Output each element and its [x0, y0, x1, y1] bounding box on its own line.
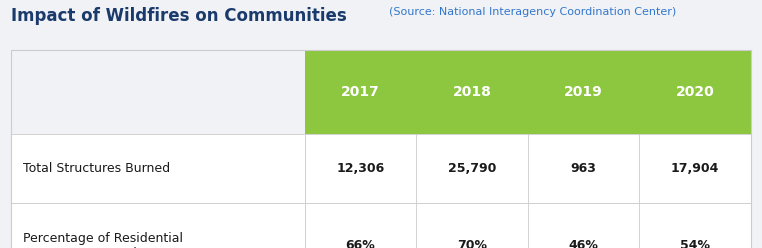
FancyBboxPatch shape [11, 203, 305, 248]
Text: 66%: 66% [346, 239, 376, 248]
Text: 46%: 46% [568, 239, 598, 248]
Text: 25,790: 25,790 [448, 162, 496, 175]
Text: 2020: 2020 [675, 85, 714, 99]
Text: 70%: 70% [457, 239, 487, 248]
Text: 17,904: 17,904 [671, 162, 719, 175]
Text: Percentage of Residential
Structures Burned: Percentage of Residential Structures Bur… [23, 232, 183, 248]
FancyBboxPatch shape [305, 203, 751, 248]
Text: 12,306: 12,306 [336, 162, 385, 175]
Text: Impact of Wildfires on Communities: Impact of Wildfires on Communities [11, 7, 347, 26]
Text: 2017: 2017 [341, 85, 380, 99]
FancyBboxPatch shape [11, 134, 305, 203]
FancyBboxPatch shape [305, 50, 751, 134]
Text: 54%: 54% [680, 239, 710, 248]
FancyBboxPatch shape [305, 134, 751, 203]
Text: 2018: 2018 [453, 85, 491, 99]
Text: 963: 963 [571, 162, 597, 175]
Text: Total Structures Burned: Total Structures Burned [23, 162, 170, 175]
Text: 2019: 2019 [564, 85, 603, 99]
Text: (Source: National Interagency Coordination Center): (Source: National Interagency Coordinati… [389, 7, 676, 17]
